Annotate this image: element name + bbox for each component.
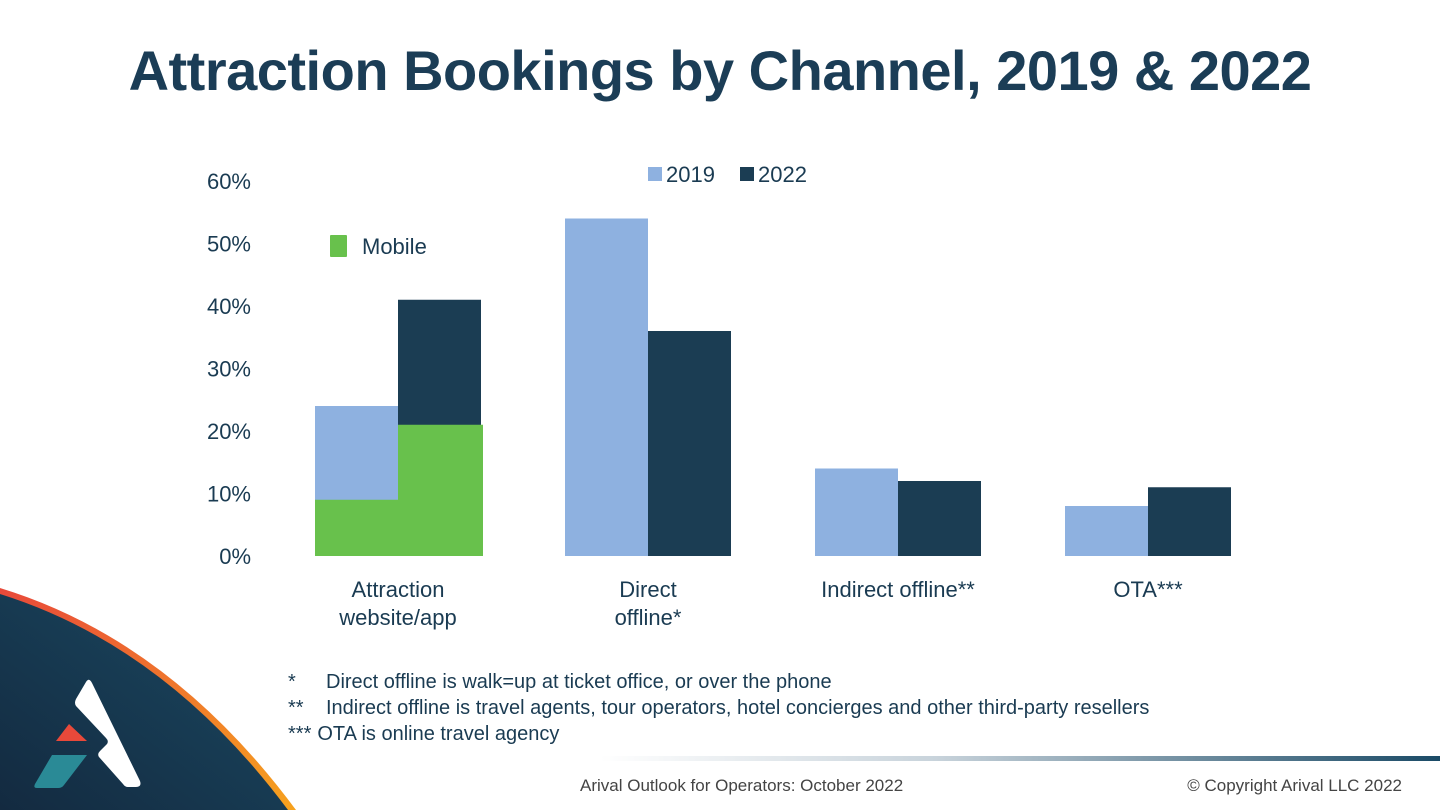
x-category-label: OTA*** xyxy=(1113,577,1183,602)
legend-swatch-2019 xyxy=(648,167,662,181)
x-category-label: Direct xyxy=(619,577,676,602)
bar-2019 xyxy=(565,218,648,556)
legend-label-2022: 2022 xyxy=(758,162,807,187)
bar-2022 xyxy=(648,331,731,556)
footer-report-name: Arival Outlook for Operators: October 20… xyxy=(580,776,904,795)
legend-swatch-2022 xyxy=(740,167,754,181)
x-category-label: website/app xyxy=(338,605,456,630)
arival-logo-icon xyxy=(34,679,141,788)
footnote-mark: *** xyxy=(288,723,312,745)
legend-swatch-mobile xyxy=(330,235,347,257)
footnote-3: *** OTA is online travel agency xyxy=(288,721,1149,747)
y-tick-label: 0% xyxy=(219,544,251,569)
bar-2022 xyxy=(1148,487,1231,556)
bar-2022 xyxy=(898,481,981,556)
y-tick-label: 30% xyxy=(207,357,251,382)
page-title: Attraction Bookings by Channel, 2019 & 2… xyxy=(128,39,1312,102)
y-tick-label: 10% xyxy=(207,482,251,507)
x-category-label: Indirect offline** xyxy=(821,577,975,602)
footnote-text: Indirect offline is travel agents, tour … xyxy=(326,697,1150,719)
bar-chart: 0% 10% 20% 30% 40% 50% 60% Attraction website/ap… xyxy=(207,162,1231,630)
bar-2019 xyxy=(1065,506,1148,556)
y-tick-label: 20% xyxy=(207,419,251,444)
footnote-mark: ** xyxy=(288,697,304,719)
bar-2019 xyxy=(815,468,898,556)
x-category-label: offline* xyxy=(615,605,682,630)
legend-label-2019: 2019 xyxy=(666,162,715,187)
bar-mobile-2022 xyxy=(398,424,483,556)
y-tick-label: 50% xyxy=(207,232,251,257)
legend-label-mobile: Mobile xyxy=(362,234,427,259)
footnotes: * Direct offline is walk=up at ticket off… xyxy=(288,669,1149,747)
x-category-label: Attraction xyxy=(352,577,445,602)
bar-mobile-2019 xyxy=(315,499,398,556)
footnote-text: OTA is online travel agency xyxy=(317,723,560,745)
corner-decoration xyxy=(0,588,296,810)
footnote-mark: * xyxy=(288,671,296,693)
footer-divider xyxy=(600,756,1440,761)
footer-copyright: © Copyright Arival LLC 2022 xyxy=(1187,776,1402,795)
y-tick-label: 40% xyxy=(207,294,251,319)
footnote-2: ** Indirect offline is travel agents, tou… xyxy=(288,695,1149,721)
footnote-1: * Direct offline is walk=up at ticket off… xyxy=(288,669,1149,695)
footnote-text: Direct offline is walk=up at ticket offi… xyxy=(326,671,832,693)
y-tick-label: 60% xyxy=(207,169,251,194)
